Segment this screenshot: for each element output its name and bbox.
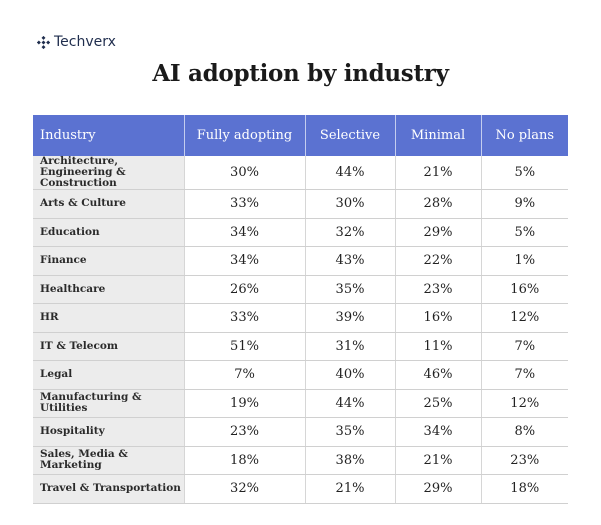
adoption-table: Industry Fully adopting Selective Minimal No… [33,115,568,504]
table-body: Architecture, Engineering & Construction… [33,156,568,504]
value-cell: 44% [305,389,396,418]
value-cell: 9% [481,189,568,219]
table-row: Finance 34% 43% 22% 1% [33,246,568,276]
table-row: Manufacturing & Utilities 19% 44% 25% 12% [33,389,568,418]
value-cell: 34% [184,218,306,247]
value-cell: 12% [481,389,568,418]
table-row: Architecture, Engineering & Construction… [33,156,568,190]
table-row: Hospitality 23% 35% 34% 8% [33,417,568,447]
value-cell: 21% [305,474,396,504]
value-cell: 33% [184,303,306,333]
value-cell: 12% [481,303,568,333]
industry-cell: Sales, Media & Marketing [33,446,185,475]
value-cell: 8% [481,417,568,447]
column-header: Fully adopting [184,115,306,156]
table-row: Healthcare 26% 35% 23% 16% [33,275,568,304]
column-header: Minimal [395,115,482,156]
value-cell: 5% [481,156,568,190]
value-cell: 23% [184,417,306,447]
value-cell: 38% [305,446,396,475]
industry-cell: Legal [33,360,185,390]
value-cell: 28% [395,189,482,219]
value-cell: 30% [305,189,396,219]
value-cell: 22% [395,246,482,276]
value-cell: 46% [395,360,482,390]
industry-cell: Travel & Transportation [33,474,185,504]
value-cell: 18% [481,474,568,504]
industry-cell: HR [33,303,185,333]
value-cell: 21% [395,156,482,190]
table-row: Arts & Culture 33% 30% 28% 9% [33,189,568,219]
value-cell: 7% [184,360,306,390]
value-cell: 7% [481,360,568,390]
value-cell: 16% [481,275,568,304]
value-cell: 23% [481,446,568,475]
industry-cell: Finance [33,246,185,276]
value-cell: 1% [481,246,568,276]
column-header: Industry [33,115,185,156]
value-cell: 30% [184,156,306,190]
value-cell: 39% [305,303,396,333]
industry-cell: Arts & Culture [33,189,185,219]
value-cell: 21% [395,446,482,475]
value-cell: 18% [184,446,306,475]
value-cell: 44% [305,156,396,190]
value-cell: 11% [395,332,482,361]
value-cell: 23% [395,275,482,304]
value-cell: 43% [305,246,396,276]
value-cell: 25% [395,389,482,418]
table-row: Sales, Media & Marketing 18% 38% 21% 23% [33,446,568,475]
value-cell: 40% [305,360,396,390]
column-header: Selective [305,115,396,156]
value-cell: 34% [395,417,482,447]
column-header: No plans [481,115,568,156]
value-cell: 33% [184,189,306,219]
value-cell: 32% [305,218,396,247]
value-cell: 7% [481,332,568,361]
table-row: HR 33% 39% 16% 12% [33,303,568,333]
value-cell: 35% [305,275,396,304]
table-row: IT & Telecom 51% 31% 11% 7% [33,332,568,361]
chart-title: AI adoption by industry [152,60,449,87]
industry-cell: Healthcare [33,275,185,304]
industry-cell: Hospitality [33,417,185,447]
table-row: Education 34% 32% 29% 5% [33,218,568,247]
logo-mark-icon [37,35,50,49]
industry-cell: Manufacturing & Utilities [33,389,185,418]
value-cell: 31% [305,332,396,361]
value-cell: 29% [395,474,482,504]
industry-cell: Education [33,218,185,247]
value-cell: 34% [184,246,306,276]
brand-logo: Techverx [37,34,116,50]
value-cell: 35% [305,417,396,447]
value-cell: 16% [395,303,482,333]
brand-name: Techverx [54,34,116,50]
value-cell: 29% [395,218,482,247]
industry-cell: IT & Telecom [33,332,185,361]
industry-cell: Architecture, Engineering & Construction [33,156,185,190]
table-row: Legal 7% 40% 46% 7% [33,360,568,390]
table-header-row: Industry Fully adopting Selective Minimal No… [33,115,568,156]
value-cell: 51% [184,332,306,361]
value-cell: 5% [481,218,568,247]
value-cell: 26% [184,275,306,304]
value-cell: 19% [184,389,306,418]
value-cell: 32% [184,474,306,504]
table-row: Travel & Transportation 32% 21% 29% 18% [33,474,568,504]
